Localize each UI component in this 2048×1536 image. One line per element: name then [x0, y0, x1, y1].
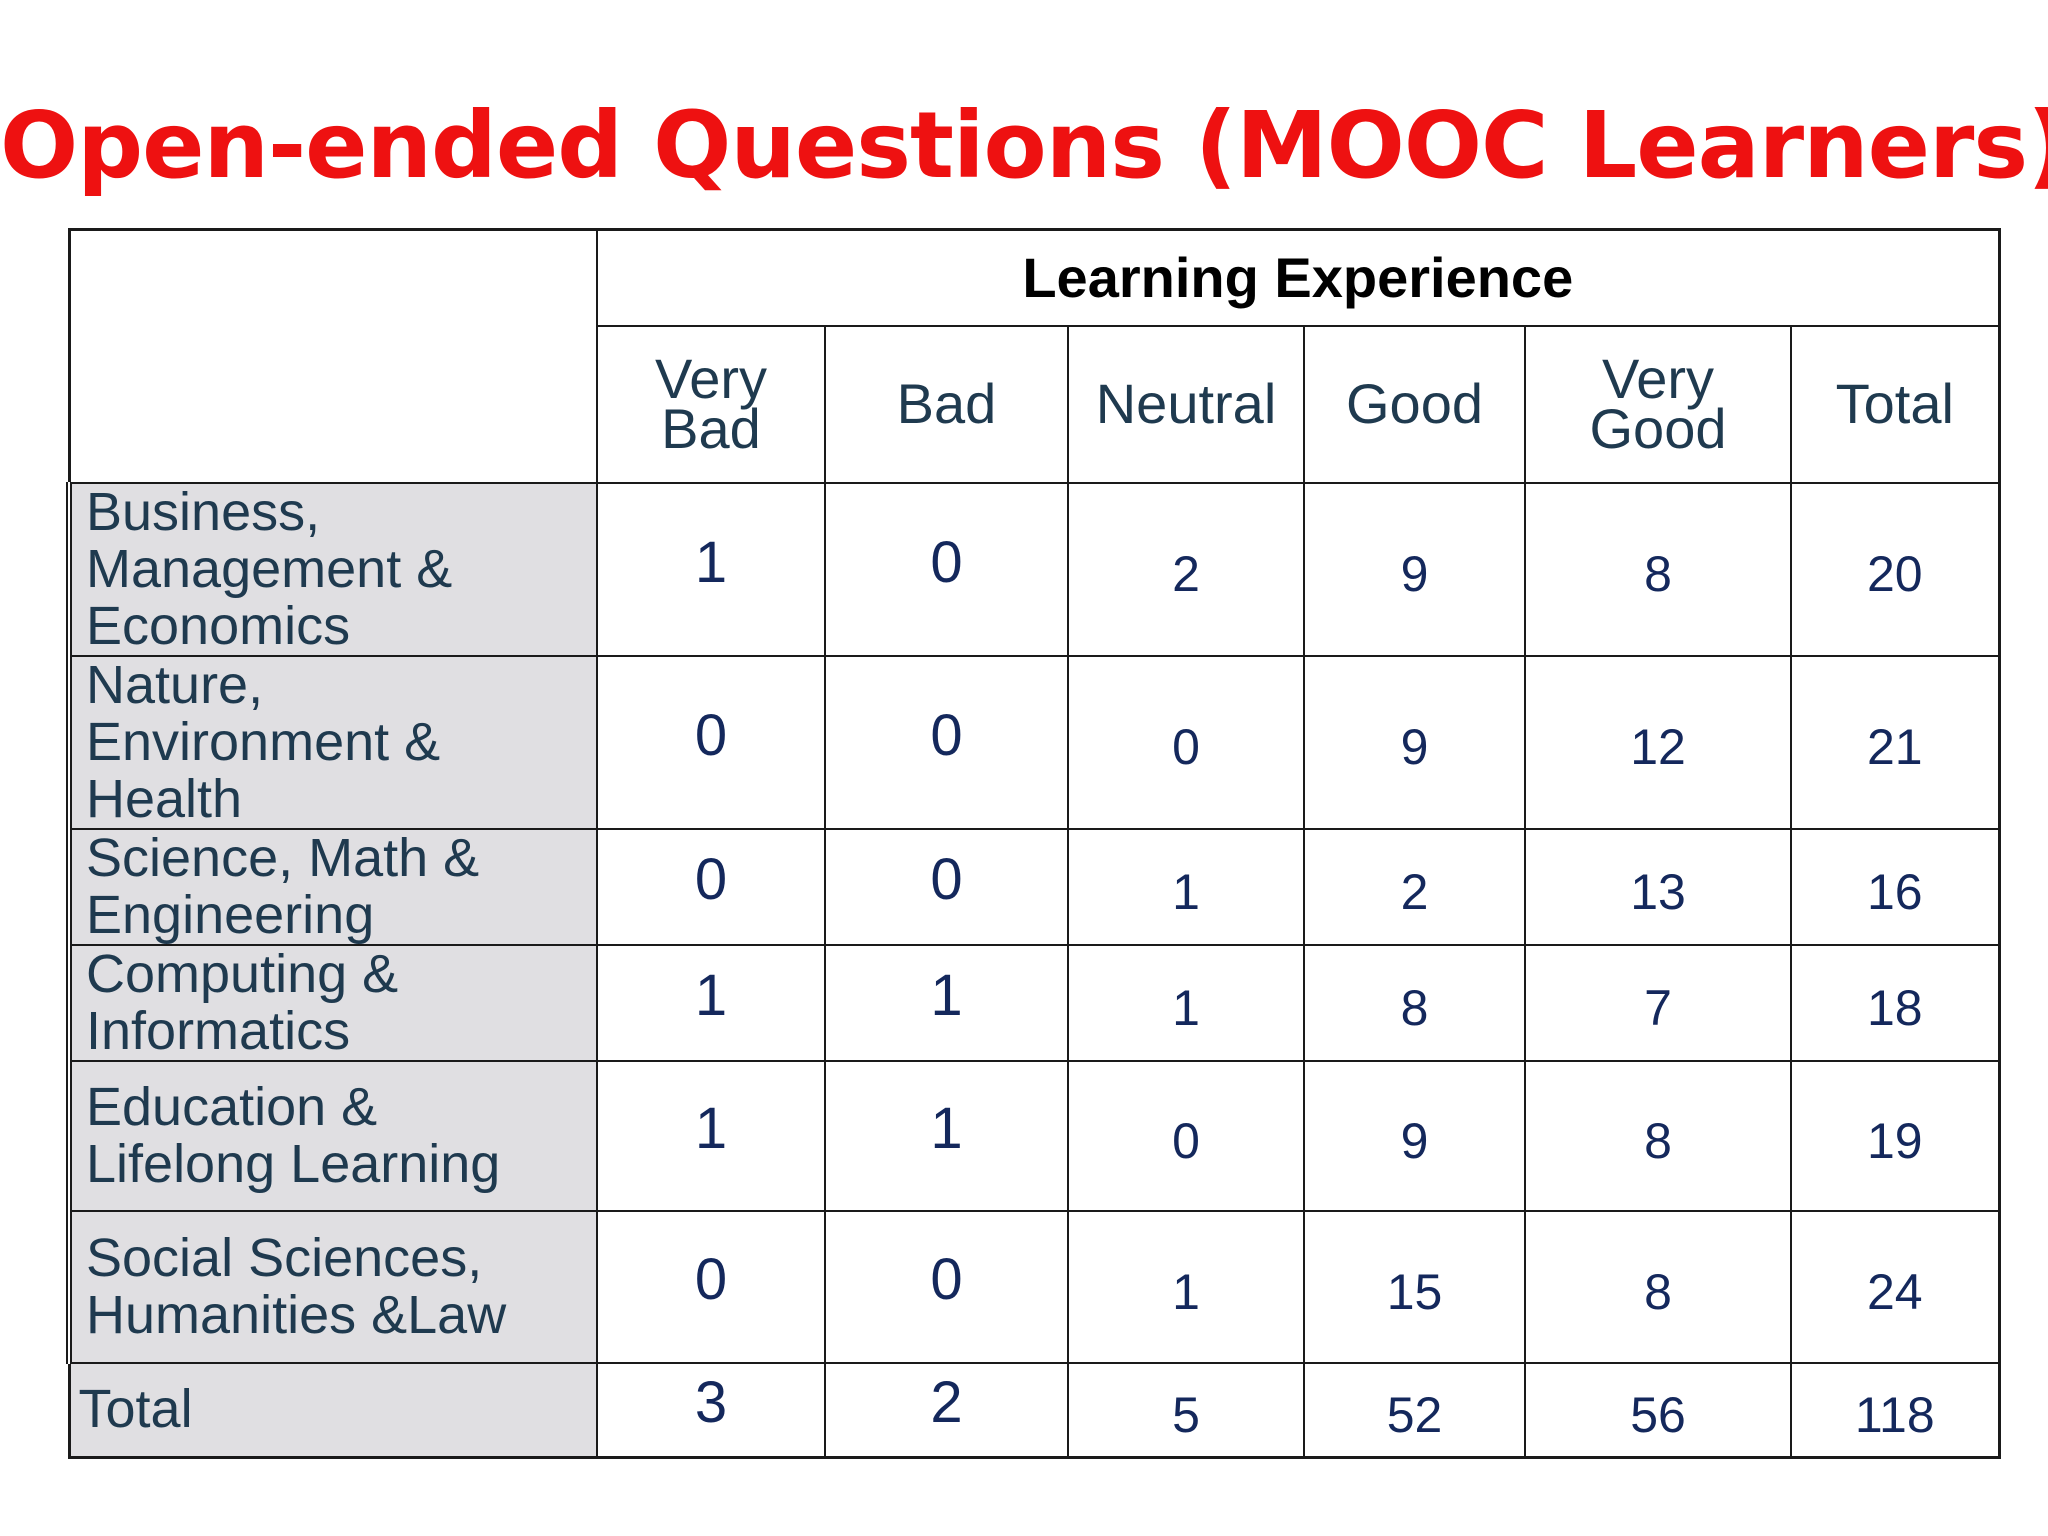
table-total-row: Total 3 2 5 52 56 118 — [67, 1361, 2001, 1459]
cell-very-good: 12 — [1524, 654, 1792, 830]
cell-total: 18 — [1789, 943, 2001, 1062]
total-cell-neutral: 5 — [1067, 1361, 1305, 1459]
cell-very-good: 7 — [1524, 943, 1792, 1062]
cell-good: 8 — [1303, 943, 1526, 1062]
row-label: Nature, Environment & Health — [66, 654, 598, 830]
cell-good: 15 — [1303, 1209, 1526, 1364]
cell-good: 9 — [1303, 481, 1526, 657]
cell-very-bad: 0 — [596, 654, 826, 830]
total-cell-bad: 2 — [824, 1361, 1069, 1459]
row-label: Business, Management & Economics — [66, 481, 598, 657]
cell-neutral: 0 — [1067, 1059, 1305, 1212]
column-header-good: Good — [1303, 324, 1526, 484]
table-column-header-row: Very Bad Bad Neutral Good Very Good Total — [69, 324, 2001, 484]
total-cell-total: 118 — [1789, 1361, 2001, 1459]
total-row-label: Total — [67, 1361, 598, 1459]
table-row: Social Sciences, Humanities &Law 0 0 1 15 8 24 — [66, 1209, 2001, 1364]
column-header-very-bad: Very Bad — [596, 324, 826, 484]
row-label: Science, Math & Engineering — [66, 827, 598, 946]
cell-total: 16 — [1789, 827, 2001, 946]
cell-good: 2 — [1303, 827, 1526, 946]
cell-neutral: 0 — [1067, 654, 1305, 830]
cell-neutral: 2 — [1067, 481, 1305, 657]
cell-very-bad: 1 — [596, 481, 826, 657]
column-header-total: Total — [1789, 324, 2001, 484]
cell-total: 19 — [1789, 1059, 2001, 1212]
cell-bad: 1 — [824, 1059, 1069, 1212]
cell-bad: 0 — [824, 654, 1069, 830]
group-header: Learning Experience — [595, 228, 2001, 327]
table-row: Education & Lifelong Learning 1 1 0 9 8 19 — [66, 1059, 2001, 1212]
table-row: Science, Math & Engineering 0 0 1 2 13 16 — [66, 827, 2001, 946]
cell-very-bad: 0 — [596, 827, 826, 946]
column-header-bad: Bad — [824, 324, 1069, 484]
cell-total: 24 — [1789, 1209, 2001, 1364]
row-label: Education & Lifelong Learning — [66, 1059, 598, 1212]
cell-neutral: 1 — [1067, 1209, 1305, 1364]
cell-good: 9 — [1303, 654, 1526, 830]
cell-very-good: 8 — [1524, 1209, 1792, 1364]
column-header-neutral: Neutral — [1067, 324, 1305, 484]
table-group-header-row: Learning Experience — [68, 228, 2001, 484]
cell-very-good: 8 — [1524, 481, 1792, 657]
cell-bad: 0 — [824, 481, 1069, 657]
column-header-very-good: Very Good — [1524, 324, 1792, 484]
cell-bad: 1 — [824, 943, 1069, 1062]
total-cell-very-good: 56 — [1524, 1361, 1792, 1459]
table-row: Business, Management & Economics 1 0 2 9 8 20 — [66, 481, 2001, 657]
row-label: Social Sciences, Humanities &Law — [66, 1209, 598, 1364]
cell-bad: 0 — [824, 1209, 1069, 1364]
cell-neutral: 1 — [1067, 827, 1305, 946]
total-cell-very-bad: 3 — [596, 1361, 826, 1459]
table-row: Computing & Informatics 1 1 1 8 7 18 — [66, 943, 2001, 1062]
cell-very-good: 8 — [1524, 1059, 1792, 1212]
cell-very-good: 13 — [1524, 827, 1792, 946]
learning-experience-table: Learning Experience Very Bad Bad Neutral Goo… — [66, 228, 2001, 1459]
cell-total: 20 — [1789, 481, 2001, 657]
cell-very-bad: 1 — [596, 1059, 826, 1212]
row-label: Computing & Informatics — [66, 943, 598, 1062]
slide-title: Open-ended Questions (MOOC Learners) — [0, 92, 2048, 199]
cell-very-bad: 0 — [596, 1209, 826, 1364]
table-corner-cell — [68, 228, 598, 484]
cell-very-bad: 1 — [596, 943, 826, 1062]
table-row: Nature, Environment & Health 0 0 0 9 12 21 — [66, 654, 2001, 830]
cell-total: 21 — [1789, 654, 2001, 830]
total-cell-good: 52 — [1303, 1361, 1526, 1459]
cell-good: 9 — [1303, 1059, 1526, 1212]
cell-neutral: 1 — [1067, 943, 1305, 1062]
cell-bad: 0 — [824, 827, 1069, 946]
